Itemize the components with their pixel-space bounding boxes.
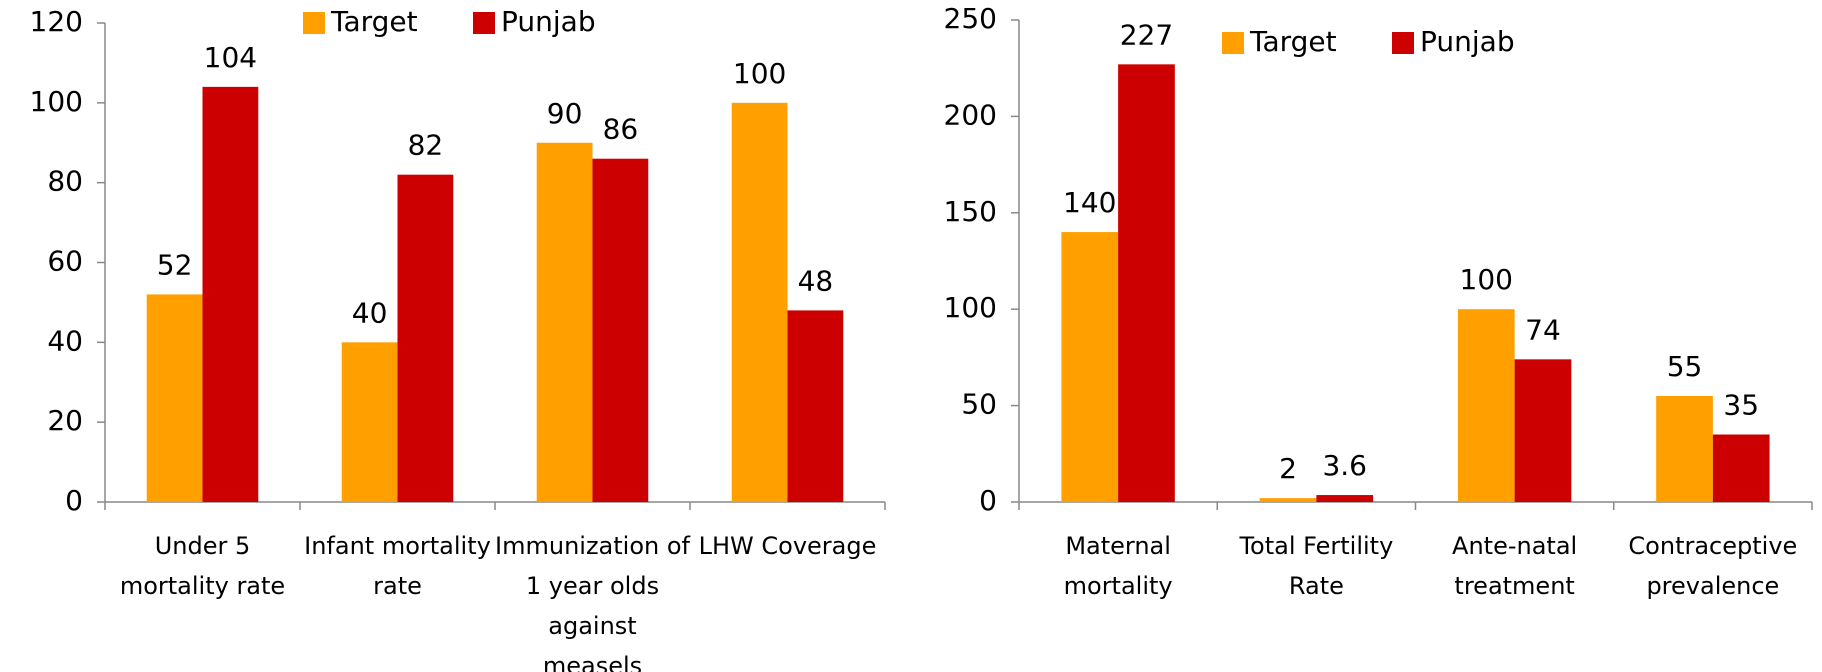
bar (536, 142, 593, 502)
x-tick-label: Infant mortality rate (304, 532, 491, 600)
x-tick-label: Total Fertility Rate (1239, 532, 1394, 600)
x-tick-label: LHW Coverage (698, 532, 877, 560)
value-label: 48 (798, 264, 834, 297)
legend-label: Target (330, 5, 418, 38)
bar (341, 342, 398, 502)
bar (1656, 395, 1713, 502)
value-label: 35 (1723, 389, 1759, 422)
value-label: 3.6 (1322, 449, 1367, 482)
y-tick-label: 0 (65, 484, 83, 517)
y-tick-label: 100 (30, 85, 83, 118)
bar (202, 86, 259, 502)
value-label: 90 (547, 97, 583, 130)
value-label: 40 (352, 296, 388, 329)
bar (787, 310, 844, 502)
bar (1712, 434, 1770, 502)
x-tick-label: Ante-natal treatment (1452, 532, 1578, 600)
bar (731, 102, 788, 502)
bar (1259, 498, 1317, 502)
legend-swatch (473, 12, 495, 34)
y-tick-label: 80 (47, 165, 83, 198)
bar (592, 158, 649, 502)
bar (1316, 495, 1374, 502)
y-tick-label: 50 (961, 388, 997, 421)
bar (146, 294, 203, 502)
x-tick-label: Contraceptive prevalence (1628, 532, 1798, 600)
value-label: 74 (1525, 313, 1561, 346)
bar (1514, 359, 1572, 502)
y-tick-label: 200 (944, 98, 997, 131)
bar (397, 174, 454, 502)
value-label: 52 (157, 248, 193, 281)
bar (1118, 64, 1175, 503)
y-tick-label: 20 (47, 404, 83, 437)
legend-swatch (1222, 32, 1244, 54)
value-label: 100 (1460, 263, 1513, 296)
value-label: 100 (733, 57, 786, 90)
legend-label: Punjab (1420, 25, 1515, 58)
y-tick-label: 0 (979, 484, 997, 517)
y-tick-label: 60 (47, 245, 83, 278)
x-tick-label: Maternal mortality (1063, 532, 1173, 600)
y-tick-label: 150 (944, 195, 997, 228)
y-tick-label: 40 (47, 324, 83, 357)
legend-swatch (1392, 32, 1414, 54)
value-label: 86 (603, 113, 639, 146)
y-tick-label: 250 (944, 2, 997, 35)
legend-swatch (303, 12, 325, 34)
x-tick-label: Immunization of 1 year olds against meas… (495, 532, 690, 672)
x-tick-label: Under 5 mortality rate (119, 532, 286, 600)
legend-label: Punjab (501, 5, 596, 38)
value-label: 140 (1063, 186, 1116, 219)
bar (1457, 309, 1515, 502)
value-label: 2 (1279, 452, 1297, 485)
legend-label: Target (1249, 25, 1337, 58)
value-label: 82 (408, 129, 444, 162)
value-label: 227 (1120, 18, 1173, 51)
y-tick-label: 120 (30, 5, 83, 38)
value-label: 55 (1667, 350, 1703, 383)
y-tick-label: 100 (944, 291, 997, 324)
bar (1061, 232, 1119, 502)
value-label: 104 (204, 41, 257, 74)
